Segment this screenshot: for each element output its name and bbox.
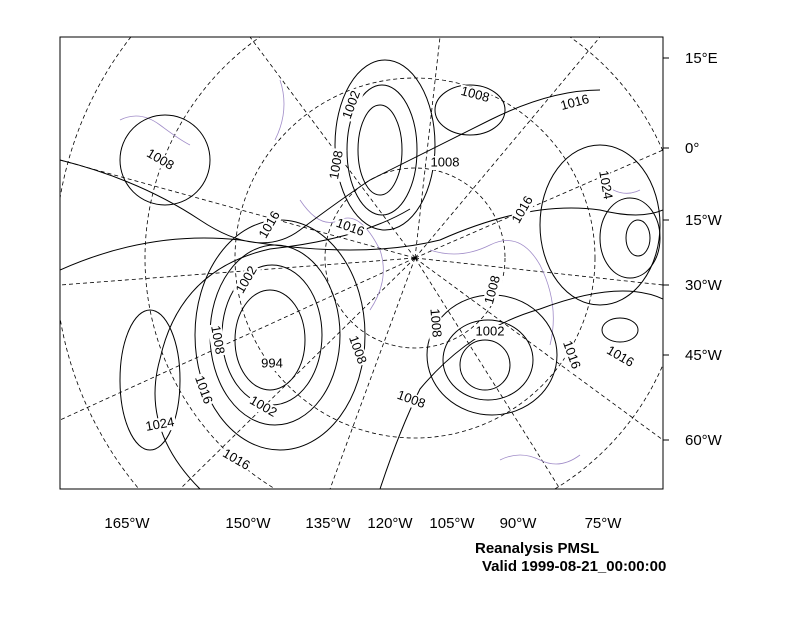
lat-label: 0°: [685, 140, 699, 157]
contour-label-bg: [143, 415, 177, 435]
lat-label: 45°W: [685, 347, 723, 364]
contour-label: 1008: [427, 308, 444, 338]
contour-label-bg: [327, 148, 347, 182]
contour-label: 1008: [208, 324, 228, 355]
contour-label: 1008: [459, 83, 491, 105]
lon-label: 150°W: [225, 515, 271, 532]
contour-label-bg: [339, 87, 365, 123]
contour-label: 994: [261, 355, 283, 370]
lon-label: 90°W: [500, 515, 538, 532]
contour-label: 1002: [476, 323, 505, 338]
coastlines: [119, 79, 641, 465]
contour-label-bg: [393, 387, 429, 413]
caption-title: Reanalysis PMSL: [475, 540, 599, 557]
contour-label-bg: [190, 372, 216, 408]
caption-valid: Valid 1999-08-21_00:00:00: [482, 558, 666, 575]
contour-label-bg: [344, 332, 370, 368]
contour-label-bg: [429, 156, 461, 170]
contour-label: 1008: [431, 154, 460, 169]
map-body: [60, 37, 663, 489]
contour-label-bg: [602, 342, 638, 372]
contour-label-bg: [218, 445, 254, 475]
contour-label-bg: [508, 192, 538, 228]
contour-label-bg: [207, 323, 227, 357]
contour-label-bg: [256, 357, 288, 371]
contour-label: 1024: [596, 169, 616, 200]
frame: [59, 36, 664, 490]
contour-label: 1008: [326, 149, 346, 180]
lat-label: 60°W: [685, 432, 723, 449]
lon-label: 165°W: [104, 515, 150, 532]
lon-label: 120°W: [367, 515, 413, 532]
contour-label: 1008: [481, 274, 503, 306]
lat-label: 15°E: [685, 50, 718, 67]
lon-label: 135°W: [305, 515, 351, 532]
contour-label-bg: [232, 262, 262, 298]
contour-label: 1016: [559, 91, 591, 113]
contour-label: 1024: [144, 414, 175, 434]
contour-label-bg: [255, 207, 285, 243]
contour-label-bg: [245, 392, 281, 422]
lon-label: 105°W: [429, 515, 475, 532]
contour-label-bg: [557, 92, 593, 114]
axis-labels: 15°E 0° 15°W 30°W 45°W 60°W 165°W 150°W 135°W 120…: [104, 50, 722, 532]
lon-label: 75°W: [585, 515, 623, 532]
contour-label-bg: [595, 168, 615, 202]
contour-label-bg: [474, 325, 506, 339]
contour-label-bg: [457, 84, 493, 106]
contours: [60, 59, 663, 489]
contour-label-bg: [426, 306, 444, 340]
graticule: [60, 37, 663, 489]
contour-label-bg: [142, 145, 178, 175]
contour-label-bg: [332, 215, 368, 241]
contour-label-bg: [558, 337, 584, 373]
lat-label: 15°W: [685, 212, 723, 229]
lat-label: 30°W: [685, 277, 723, 294]
contour-label-bg: [482, 272, 504, 308]
